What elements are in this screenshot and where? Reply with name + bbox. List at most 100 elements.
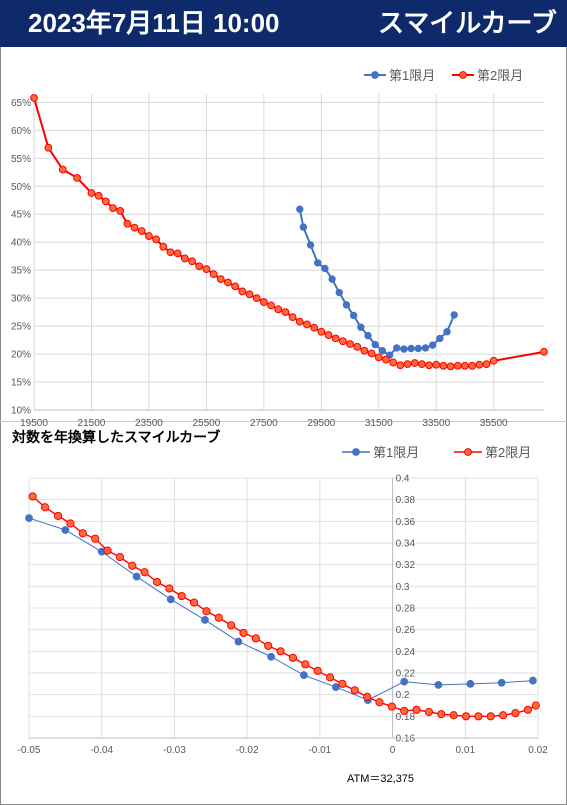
y-tick-label: 30% (11, 294, 31, 305)
y-tick-label: 60% (11, 126, 31, 137)
data-point (234, 637, 243, 646)
legend-label: 第1限月 (373, 445, 419, 460)
y-tick-label: 0.34 (396, 539, 416, 550)
x-tick-label: 27500 (250, 418, 278, 429)
data-point (123, 219, 132, 228)
data-point (540, 347, 548, 356)
data-point (177, 591, 186, 601)
data-point (346, 340, 354, 348)
data-point (152, 577, 162, 587)
data-point (173, 249, 182, 258)
data-point (227, 621, 236, 630)
data-point (201, 616, 209, 624)
data-point (434, 681, 443, 689)
x-tick-label: 19500 (20, 418, 48, 429)
smile-curve-chart: 10% 15% 20% 25% 30% 35% 40% 45% 50% 55% 60% 65% 1950… (11, 68, 548, 429)
data-point (78, 529, 87, 538)
data-point (195, 262, 204, 271)
data-point (58, 165, 67, 174)
data-point (414, 344, 422, 353)
y-tick-label: 35% (11, 266, 31, 277)
series-line-1 (28, 517, 533, 701)
data-point (165, 584, 174, 593)
header-bar: 2023年7月11日 10:00 スマイルカーブ (0, 0, 567, 47)
y-tick-label: 15% (11, 378, 31, 389)
data-point (310, 323, 319, 332)
data-point (328, 275, 336, 283)
data-point (152, 235, 161, 244)
data-point (371, 340, 379, 349)
data-point (276, 647, 285, 656)
atm-annotation: ATM＝32,375 (347, 773, 414, 785)
section-divider (0, 421, 567, 422)
data-point (301, 660, 310, 669)
y-tick-label: 0.36 (396, 517, 416, 528)
y-tick-label: 0.26 (396, 625, 416, 636)
data-point (393, 344, 401, 352)
y-tick-label: 0.38 (396, 495, 416, 506)
data-point (353, 342, 362, 351)
data-point (410, 359, 419, 367)
data-point (44, 143, 53, 152)
data-point (202, 265, 211, 273)
data-point (216, 275, 225, 284)
data-point (73, 173, 81, 182)
data-point (432, 360, 441, 369)
data-point (109, 204, 117, 212)
x-tick-label: 25500 (192, 418, 220, 429)
x-tick-label: 0 (390, 745, 396, 756)
data-point (116, 206, 125, 215)
data-point (403, 360, 412, 369)
data-point (375, 698, 384, 707)
y-tick-label: 65% (11, 98, 31, 109)
data-point (400, 706, 409, 716)
data-point (299, 671, 308, 680)
data-point (378, 347, 387, 355)
data-point (321, 264, 329, 273)
data-point (474, 712, 483, 721)
data-point (296, 205, 304, 213)
data-point (436, 334, 444, 343)
data-point (450, 311, 458, 319)
data-point (140, 568, 149, 577)
data-point (382, 355, 390, 364)
data-point (288, 313, 297, 322)
data-point (475, 360, 484, 369)
data-point (115, 552, 124, 562)
data-point (259, 298, 268, 306)
data-point (331, 683, 340, 691)
x-tick-label: -0.03 (163, 745, 186, 756)
x-tick-label: 33500 (422, 418, 450, 429)
data-point (449, 711, 458, 720)
data-point (166, 248, 175, 257)
y-tick-label: 0.18 (396, 712, 416, 723)
data-point (288, 653, 298, 662)
data-point (61, 526, 70, 534)
data-point (214, 613, 223, 622)
data-point (267, 652, 276, 661)
data-point (314, 259, 322, 267)
data-point (267, 301, 275, 310)
data-point (417, 360, 426, 369)
data-point (498, 711, 508, 720)
y-tick-label: 0.4 (396, 474, 410, 485)
data-point (245, 290, 254, 299)
data-point (360, 346, 369, 355)
data-point (274, 305, 283, 314)
data-point (489, 356, 498, 365)
data-point (209, 270, 218, 278)
legend-label: 第2限月 (477, 68, 523, 83)
x-tick-label: 23500 (135, 418, 163, 429)
y-tick-label: 10% (11, 406, 31, 417)
x-tick-label: 31500 (365, 418, 393, 429)
x-tick-label: 0.01 (456, 745, 476, 756)
data-point (446, 362, 455, 371)
y-tick-label: 55% (11, 154, 31, 165)
y-tick-label: 0.32 (396, 560, 416, 571)
data-point (28, 492, 37, 501)
data-point (30, 94, 38, 102)
y-tick-label: 0.22 (396, 669, 416, 680)
data-point (357, 323, 365, 331)
data-point (231, 282, 240, 291)
legend-label: 第2限月 (485, 445, 531, 460)
